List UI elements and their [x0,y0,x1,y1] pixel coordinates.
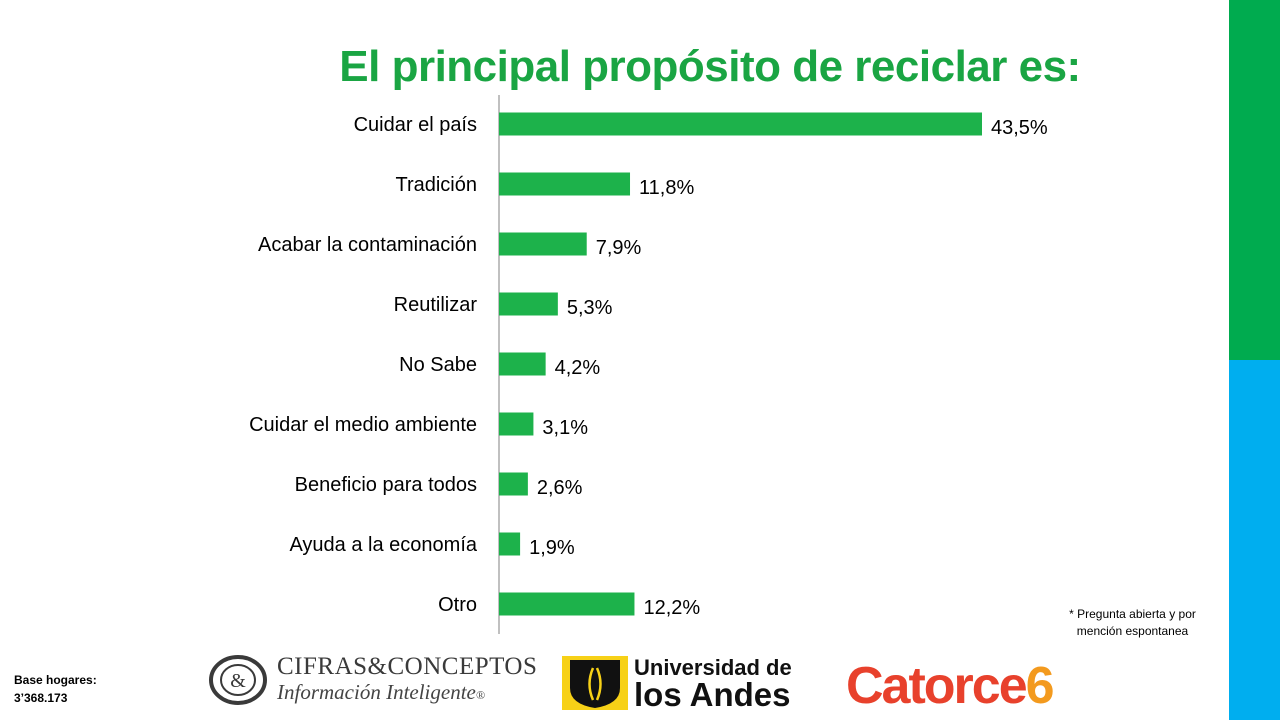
category-label: Tradición [395,174,477,196]
bar [499,412,534,436]
uniandes-logo: Universidad de los Andes [560,655,822,713]
data-label: 3,1% [542,417,588,439]
svg-text:&: & [230,670,246,692]
bar [499,352,546,376]
uniandes-wordmark: Universidad de los Andes [634,655,792,713]
bar-chart: Cuidar el país 43,5% Tradición 11,8% Acabar … [249,95,1048,634]
catorce6-logo: Catorce6 [846,656,1055,716]
data-label: 2,6% [537,477,583,499]
cifras-tagline-text: Información Inteligente [277,680,476,704]
data-label: 12,2% [643,597,700,619]
footnote: * Pregunta abierta y por mención esponta… [1045,606,1220,640]
category-label: No Sabe [399,354,477,376]
chart-title: El principal propósito de reciclar es: [339,42,1081,91]
bar [499,532,521,556]
cifras-name: CIFRAS&CONCEPTOS [277,653,538,680]
footnote-line-1: * Pregunta abierta y por [1069,607,1196,621]
data-label: 5,3% [567,297,613,319]
category-label: Cuidar el país [354,114,477,136]
side-stripe-green [1229,0,1280,360]
category-label: Beneficio para todos [295,474,477,496]
cifras-tagline: Información Inteligente® [277,680,485,705]
data-label: 7,9% [596,237,642,259]
cifras-emblem-icon: & [209,655,267,705]
catorce-digit: 6 [1025,657,1055,715]
bar [499,232,587,256]
base-hogares: Base hogares: 3’368.173 [14,671,97,707]
uniandes-line-2: los Andes [634,676,791,713]
uniandes-shield-icon [562,656,628,710]
bar [499,112,982,136]
bar [499,292,558,316]
bar [499,472,528,496]
category-label: Otro [438,594,477,616]
side-stripe-blue [1229,360,1280,720]
category-label: Acabar la contaminación [258,234,477,256]
cifras-conceptos-logo: & CIFRAS&CONCEPTOS Información Inteligen… [207,652,537,708]
uniandes-line-1: Universidad de [634,655,792,680]
base-value: 3’368.173 [14,691,68,705]
base-label: Base hogares: [14,673,97,687]
bar [499,172,631,196]
catorce-word: Catorce [846,657,1028,715]
bar [499,592,635,616]
data-label: 4,2% [555,357,601,379]
category-label: Ayuda a la economía [289,534,477,556]
registered-mark: ® [475,688,485,702]
data-label: 1,9% [529,537,575,559]
category-label: Cuidar el medio ambiente [249,414,477,436]
data-label: 11,8% [639,177,694,199]
data-label: 43,5% [991,117,1048,139]
footnote-line-2: mención espontanea [1076,624,1189,638]
category-label: Reutilizar [394,294,478,316]
